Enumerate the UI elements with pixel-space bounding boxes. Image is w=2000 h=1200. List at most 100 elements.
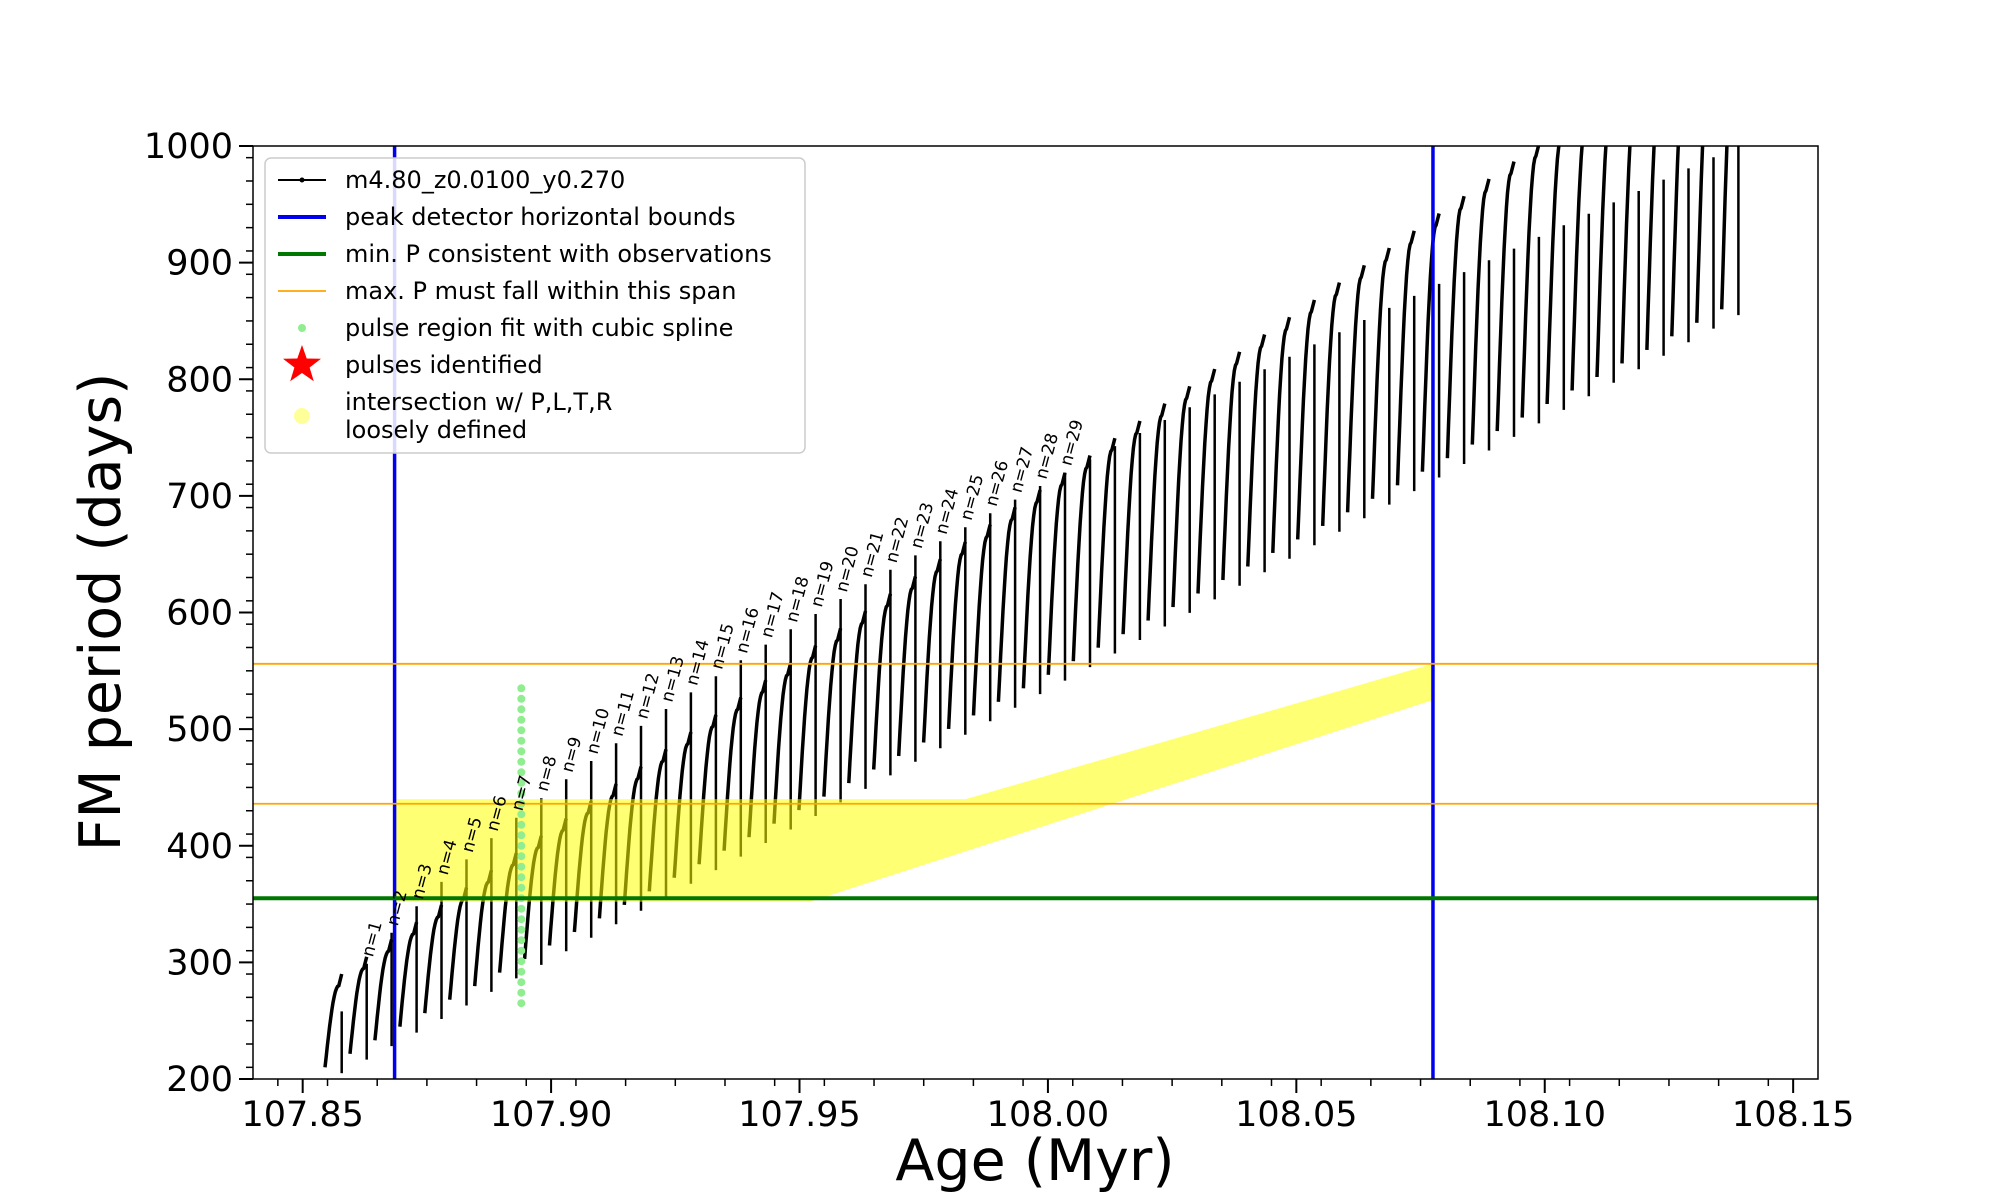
pulse-cycle bbox=[1320, 282, 1342, 526]
legend-marker bbox=[299, 177, 305, 183]
x-tick-label: 108.05 bbox=[1235, 1095, 1357, 1135]
pulse-label: n=8 bbox=[533, 754, 562, 794]
y-tick-label: 600 bbox=[166, 594, 233, 634]
axes: n=1n=2n=3n=4n=5n=6n=7n=8n=9n=10n=11n=12n… bbox=[144, 127, 1854, 1135]
legend-label: min. P consistent with observations bbox=[345, 240, 772, 268]
spline-fit-point bbox=[517, 757, 526, 766]
spline-fit-point bbox=[517, 768, 526, 777]
legend-dot bbox=[294, 408, 310, 424]
x-tick-label: 107.95 bbox=[738, 1095, 860, 1135]
legend-label: pulse region fit with cubic spline bbox=[345, 314, 733, 342]
legend-label: intersection w/ P,L,T,R bbox=[345, 388, 612, 416]
pulse-cycle bbox=[1670, 146, 1680, 337]
pulse-cycle bbox=[1620, 146, 1632, 364]
spline-fit-point bbox=[517, 684, 526, 693]
x-tick-label: 107.85 bbox=[241, 1095, 363, 1135]
pulse-cycle bbox=[398, 921, 419, 1027]
legend-label: loosely defined bbox=[345, 416, 527, 444]
pulse-cycle bbox=[1196, 368, 1217, 594]
pulse-cycle bbox=[1420, 213, 1441, 472]
pulse-cycle bbox=[971, 524, 992, 716]
pulse-cycle bbox=[323, 973, 344, 1068]
spline-fit-point bbox=[517, 988, 526, 997]
y-tick-label: 1000 bbox=[144, 127, 233, 167]
y-tick-label: 900 bbox=[166, 244, 233, 284]
pulse-cycle bbox=[1096, 437, 1117, 648]
spline-fit-point bbox=[517, 967, 526, 976]
spline-fit-point bbox=[517, 831, 526, 840]
spline-fit-point bbox=[517, 789, 526, 798]
pulse-label: n=1 bbox=[358, 919, 387, 959]
pulse-cycle bbox=[1071, 455, 1092, 662]
pulse-cycle bbox=[447, 887, 469, 1000]
pulse-cycle bbox=[1695, 146, 1705, 323]
pulse-cycle bbox=[1395, 230, 1416, 486]
pulse-cycle bbox=[1171, 385, 1192, 608]
pulse-cycle bbox=[1121, 420, 1142, 635]
y-tick-label: 400 bbox=[166, 827, 233, 867]
pulse-cycle bbox=[822, 627, 843, 797]
pulse-cycle bbox=[1345, 264, 1366, 513]
pulse-cycle bbox=[1246, 334, 1267, 567]
pulse-cycle bbox=[1570, 146, 1584, 391]
pulse-cycle bbox=[772, 662, 793, 824]
spline-fit-point bbox=[517, 873, 526, 882]
pulse-cycle bbox=[1370, 247, 1391, 499]
pulse-cycle bbox=[1719, 146, 1729, 310]
pulse-cycle bbox=[1295, 299, 1317, 540]
pulse-cycle bbox=[1221, 351, 1242, 581]
spline-fit-point bbox=[517, 726, 526, 735]
pulse-cycle bbox=[996, 506, 1017, 702]
spline-fit-point bbox=[517, 925, 526, 934]
spline-fit-point bbox=[517, 915, 526, 924]
pulse-cycle bbox=[946, 541, 967, 729]
pulse-cycle bbox=[1470, 178, 1491, 445]
pulse-cycle bbox=[896, 576, 918, 757]
plot-area bbox=[253, 146, 1818, 1079]
legend-label: m4.80_z0.0100_y0.270 bbox=[345, 166, 625, 194]
legend-box bbox=[264, 157, 806, 454]
intersection-region bbox=[394, 663, 1434, 902]
pulse-cycle bbox=[847, 610, 868, 784]
spline-fit-point bbox=[517, 946, 526, 955]
pulse-label: n=9 bbox=[558, 735, 587, 775]
spline-fit-point bbox=[517, 810, 526, 819]
pulse-cycle bbox=[1445, 195, 1466, 459]
pulse-cycle bbox=[423, 904, 444, 1014]
legend-label: peak detector horizontal bounds bbox=[345, 203, 736, 231]
pulse-cycle bbox=[1645, 146, 1656, 350]
spline-fit-point bbox=[517, 715, 526, 724]
y-tick-label: 200 bbox=[166, 1060, 233, 1100]
pulse-cycle bbox=[921, 558, 942, 743]
spline-fit-point bbox=[517, 778, 526, 787]
spline-fit-point bbox=[517, 999, 526, 1008]
pulse-cycle bbox=[348, 956, 369, 1054]
spline-fit-point bbox=[517, 936, 526, 945]
legend-dot bbox=[298, 324, 306, 332]
spline-fit-point bbox=[517, 862, 526, 871]
spline-fit-point bbox=[517, 978, 526, 987]
pulse-label: n=2 bbox=[383, 888, 412, 928]
legend-label: max. P must fall within this span bbox=[345, 277, 736, 305]
spline-fit-point bbox=[517, 736, 526, 745]
x-tick-label: 107.90 bbox=[490, 1095, 612, 1135]
spline-fit-point bbox=[517, 747, 526, 756]
pulse-cycle bbox=[373, 939, 394, 1041]
spline-fit-point bbox=[517, 957, 526, 966]
pulse-cycle bbox=[1495, 161, 1516, 432]
x-axis-title: Age (Myr) bbox=[895, 1128, 1174, 1194]
x-tick-label: 108.10 bbox=[1484, 1095, 1606, 1135]
y-axis-title: FM period (days) bbox=[68, 373, 134, 852]
spline-fit-point bbox=[517, 883, 526, 892]
y-tick-label: 800 bbox=[166, 360, 233, 400]
legend-label: pulses identified bbox=[345, 351, 543, 379]
pulse-cycle bbox=[1520, 146, 1541, 418]
spline-fit-point bbox=[517, 852, 526, 861]
pulse-cycle bbox=[871, 593, 893, 770]
pulse-cycle bbox=[797, 645, 818, 811]
spline-fit-point bbox=[517, 820, 526, 829]
pulse-cycle bbox=[1021, 489, 1042, 689]
x-tick-label: 108.00 bbox=[987, 1095, 1109, 1135]
